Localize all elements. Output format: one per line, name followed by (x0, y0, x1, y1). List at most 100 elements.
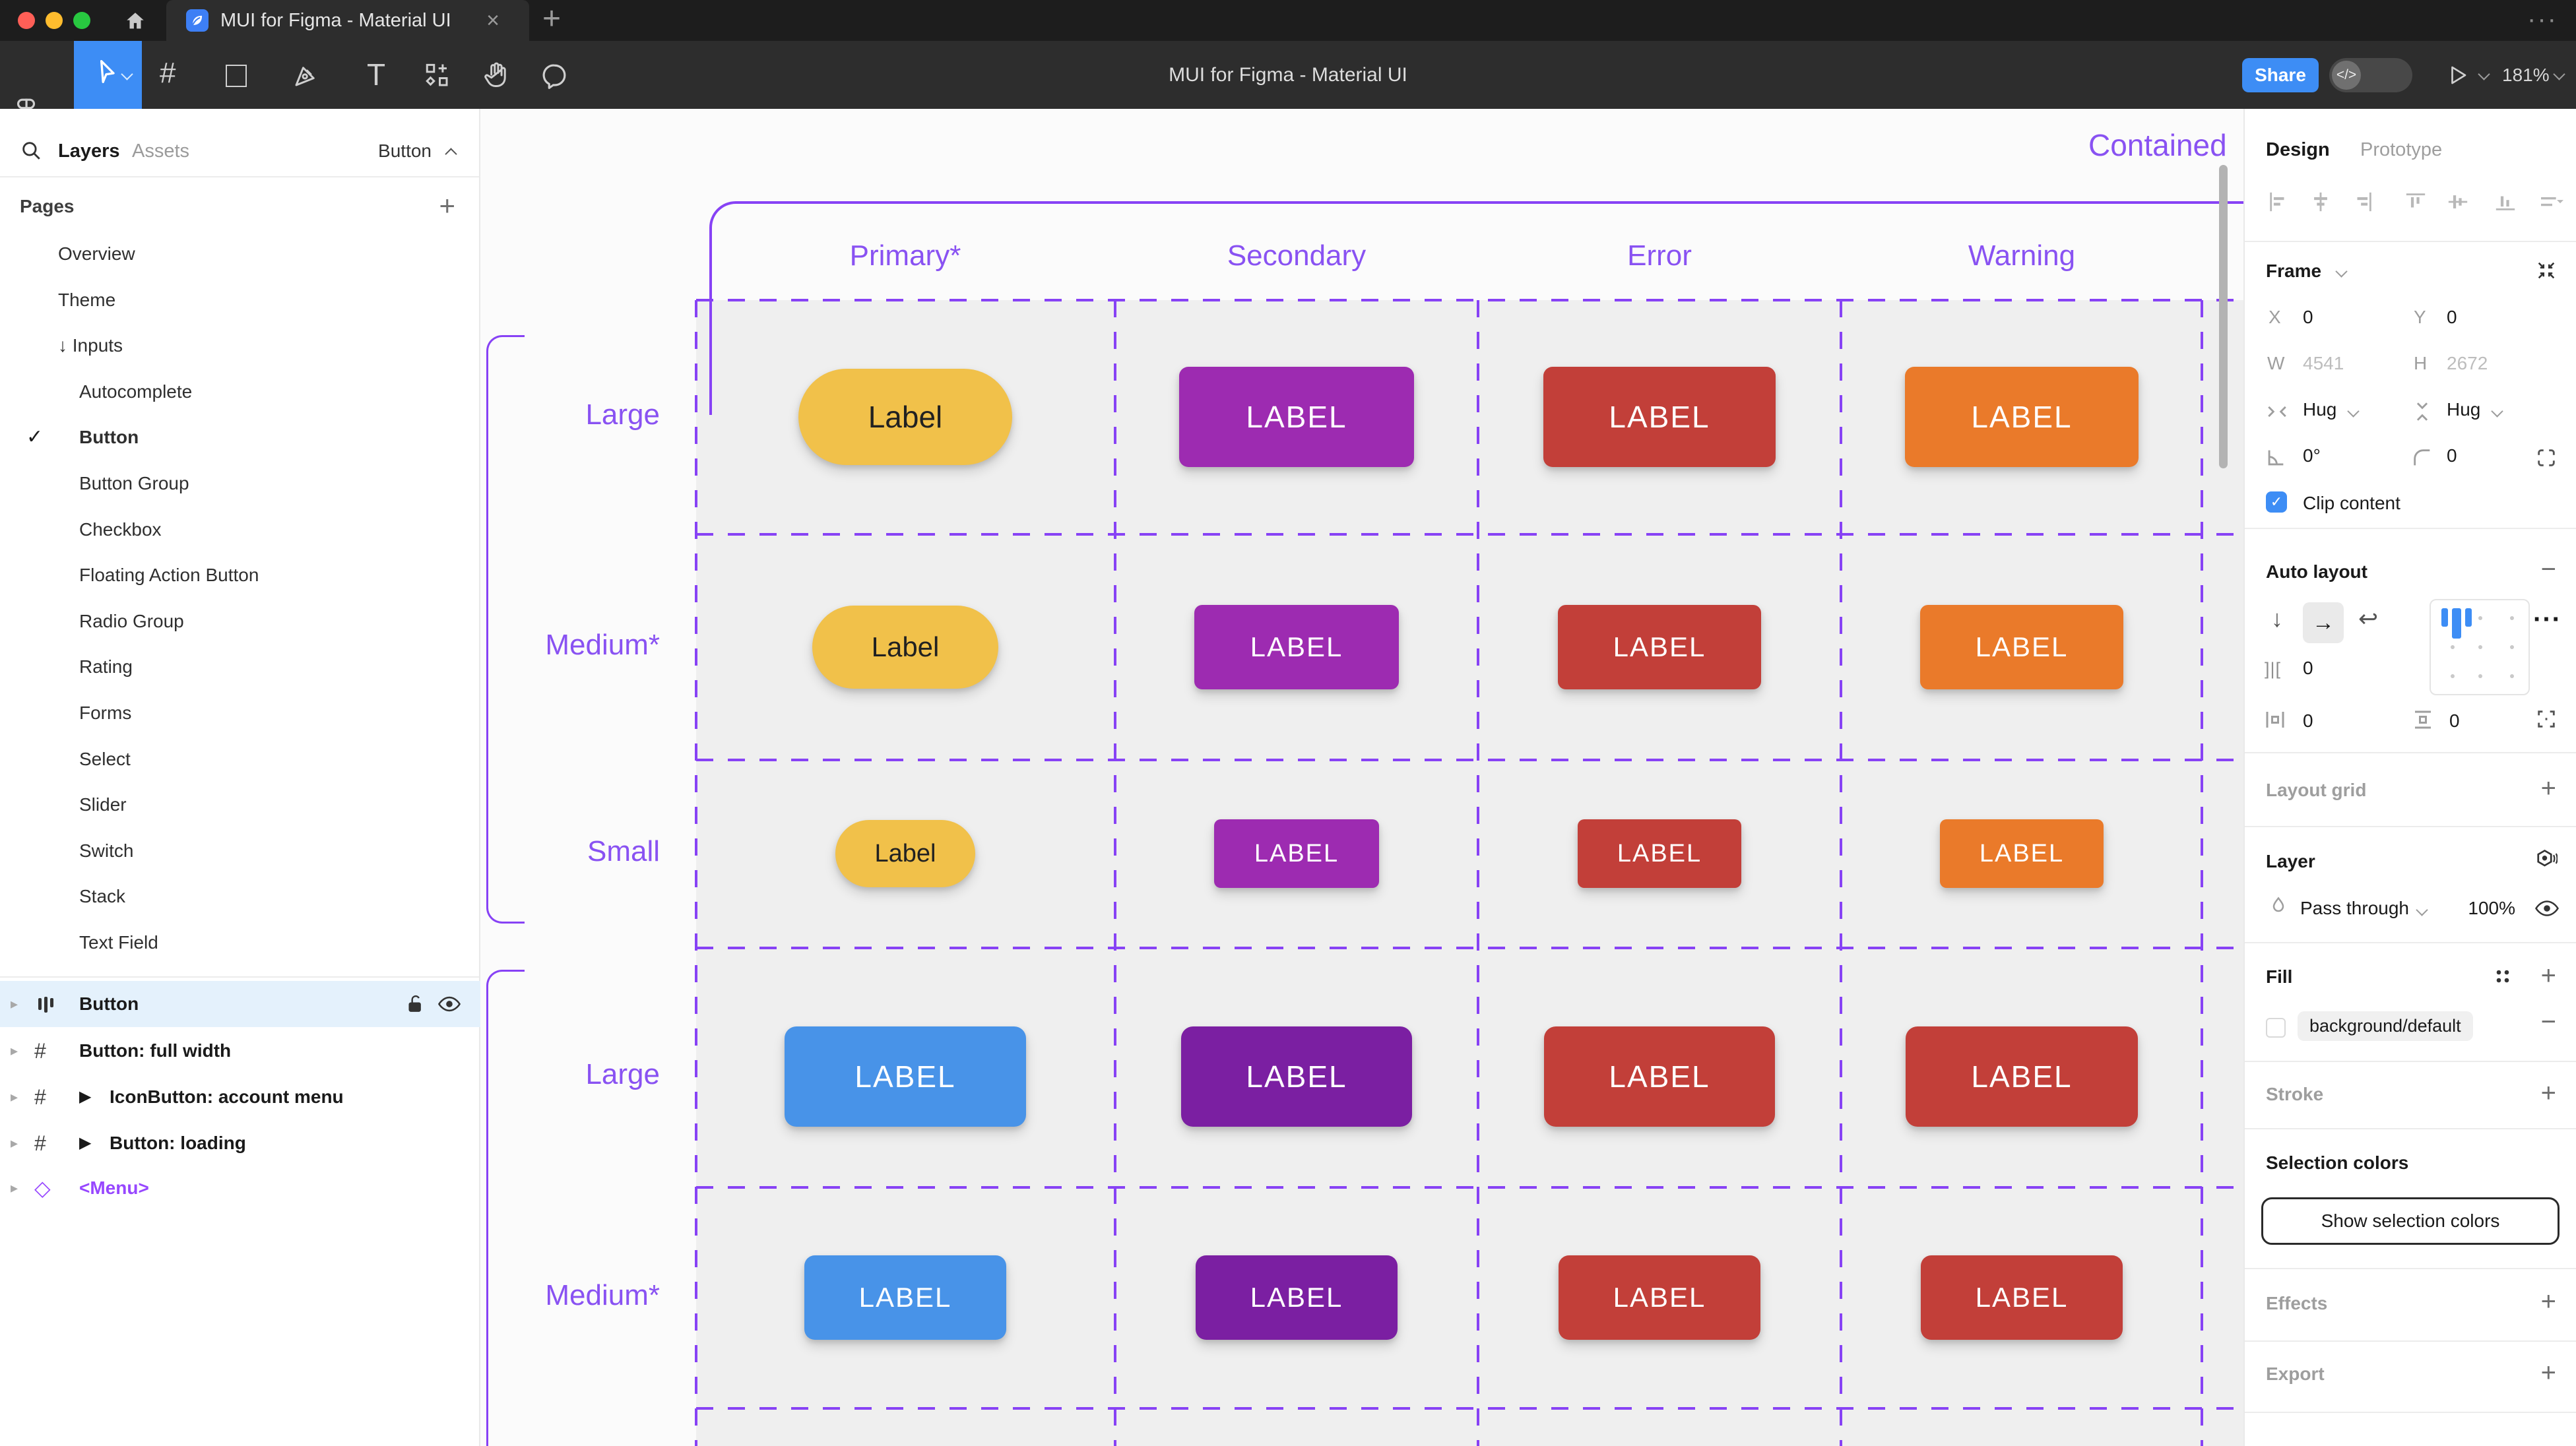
layer-row-button[interactable]: ▸ Button (0, 981, 480, 1027)
canvas-button[interactable]: LABEL (1544, 1026, 1775, 1127)
collapse-icon[interactable] (2535, 259, 2558, 282)
remove-fill-icon[interactable]: − (2540, 1007, 2556, 1036)
traffic-light-minimize[interactable] (46, 12, 63, 29)
traffic-light-close[interactable] (18, 12, 35, 29)
shape-tool-icon[interactable] (226, 65, 247, 87)
page-item-autocomplete[interactable]: Autocomplete (0, 369, 480, 415)
search-icon[interactable] (20, 139, 42, 162)
blend-mode-value[interactable]: Pass through (2300, 898, 2409, 918)
page-item-text-field[interactable]: Text Field (0, 920, 480, 966)
individual-padding-icon[interactable] (2535, 708, 2558, 730)
hug-horizontal-value[interactable]: Hug (2303, 399, 2337, 420)
blend-mask-icon[interactable] (2534, 848, 2558, 871)
page-item-slider[interactable]: Slider (0, 782, 480, 828)
canvas-button[interactable]: LABEL (1921, 1255, 2123, 1340)
add-effect-icon[interactable]: + (2540, 1287, 2556, 1316)
pen-tool-icon[interactable] (292, 62, 319, 90)
canvas-button[interactable]: Label (798, 369, 1012, 465)
canvas-button[interactable]: LABEL (1196, 1255, 1398, 1340)
canvas-button[interactable]: LABEL (1194, 605, 1399, 689)
h-value[interactable]: 2672 (2447, 353, 2488, 373)
page-item-select[interactable]: Select (0, 736, 480, 782)
comment-tool-icon[interactable] (541, 62, 569, 90)
page-item-inputs[interactable]: ↓ Inputs (0, 323, 480, 369)
window-overflow-icon[interactable]: ··· (2527, 5, 2558, 34)
tab-layers[interactable]: Layers (58, 141, 120, 162)
canvas-button[interactable]: Label (812, 606, 998, 689)
layout-direction-down-icon[interactable]: ↓ (2271, 605, 2283, 632)
share-button[interactable]: Share (2242, 58, 2319, 92)
frame-section-header[interactable]: Frame (2266, 261, 2322, 281)
expand-chevron-icon[interactable]: ▸ (11, 1135, 18, 1151)
add-fill-icon[interactable]: + (2540, 961, 2556, 990)
canvas-button[interactable]: LABEL (1559, 1255, 1760, 1340)
new-tab-icon[interactable]: + (542, 1, 562, 36)
layer-row-menu-instance[interactable]: ▸ ◇ <Menu> (0, 1165, 480, 1211)
home-icon[interactable] (124, 10, 146, 32)
scope-chevron-up-icon[interactable] (445, 148, 457, 160)
page-item-radio-group[interactable]: Radio Group (0, 598, 480, 644)
layer-opacity-value[interactable]: 100% (2468, 898, 2515, 918)
layout-direction-right-selected[interactable]: → (2303, 602, 2344, 643)
independent-corners-icon[interactable] (2535, 447, 2558, 469)
hug-vertical-value[interactable]: Hug (2447, 399, 2481, 420)
component-play-icon[interactable]: ▶ (79, 1088, 92, 1106)
actions-tool-icon[interactable] (424, 62, 451, 90)
page-item-stack[interactable]: Stack (0, 873, 480, 920)
add-export-icon[interactable]: + (2540, 1358, 2556, 1387)
page-item-floating-action-button[interactable]: Floating Action Button (0, 552, 480, 598)
align-vertical-center-icon[interactable] (2447, 191, 2469, 213)
move-tool-chevron-icon[interactable] (121, 68, 133, 80)
w-value[interactable]: 4541 (2303, 353, 2344, 373)
canvas-button[interactable]: LABEL (804, 1255, 1006, 1340)
layer-visibility-eye-icon[interactable] (2535, 899, 2559, 918)
align-right-icon[interactable] (2352, 191, 2374, 213)
canvas-scrollbar[interactable] (2219, 165, 2228, 468)
canvas-button[interactable]: LABEL (1181, 1026, 1412, 1127)
auto-layout-more-icon[interactable]: ··· (2533, 605, 2561, 634)
tab-assets[interactable]: Assets (132, 141, 190, 162)
page-item-rating[interactable]: Rating (0, 644, 480, 690)
tab-design[interactable]: Design (2266, 139, 2330, 160)
tab-close-icon[interactable]: × (486, 8, 499, 33)
clip-content-label[interactable]: Clip content (2303, 493, 2400, 513)
remove-auto-layout-icon[interactable]: − (2540, 555, 2556, 584)
expand-chevron-icon[interactable]: ▸ (11, 1179, 18, 1196)
distribute-menu-icon[interactable] (2539, 191, 2565, 213)
page-item-overview[interactable]: Overview (0, 231, 480, 277)
canvas-button[interactable]: LABEL (1906, 1026, 2138, 1127)
horizontal-padding-value[interactable]: 0 (2303, 710, 2313, 731)
hug-v-chevron-icon[interactable] (2491, 405, 2503, 418)
expand-chevron-icon[interactable]: ▸ (11, 1088, 18, 1105)
fill-style-chip[interactable]: background/default (2298, 1011, 2473, 1041)
add-layout-grid-icon[interactable]: + (2540, 774, 2556, 803)
vertical-padding-value[interactable]: 0 (2449, 710, 2460, 731)
text-tool-icon[interactable]: T (367, 57, 386, 92)
align-top-icon[interactable] (2404, 191, 2427, 213)
file-tab[interactable]: MUI for Figma - Material UI × (166, 0, 529, 41)
canvas-button[interactable]: LABEL (785, 1026, 1026, 1127)
expand-chevron-icon[interactable]: ▸ (11, 995, 18, 1012)
page-item-theme[interactable]: Theme (0, 277, 480, 323)
canvas-button[interactable]: LABEL (1543, 367, 1776, 467)
canvas-button[interactable]: LABEL (1558, 605, 1761, 689)
blend-mode-chevron-icon[interactable] (2416, 904, 2428, 916)
canvas-button[interactable]: LABEL (1214, 819, 1379, 888)
expand-chevron-icon[interactable]: ▸ (11, 1042, 18, 1059)
frame-tool-icon[interactable]: # (160, 57, 176, 89)
traffic-light-zoom[interactable] (73, 12, 90, 29)
align-horizontal-center-icon[interactable] (2309, 191, 2332, 213)
canvas-button[interactable]: LABEL (1940, 819, 2104, 888)
canvas-button[interactable]: LABEL (1578, 819, 1741, 888)
page-item-checkbox[interactable]: Checkbox (0, 507, 480, 553)
layer-row-button-full-width[interactable]: ▸ # Button: full width (0, 1028, 480, 1074)
align-bottom-icon[interactable] (2494, 191, 2517, 213)
tab-prototype[interactable]: Prototype (2360, 139, 2443, 160)
frame-chevron-icon[interactable] (2335, 265, 2348, 278)
zoom-level[interactable]: 181% (2502, 65, 2550, 85)
frame-title-label[interactable]: Contained (2088, 128, 2227, 162)
hand-tool-icon[interactable] (482, 61, 511, 90)
lock-open-icon[interactable] (405, 993, 426, 1015)
layer-row-button-loading[interactable]: ▸ # ▶ Button: loading (0, 1120, 480, 1166)
canvas-button[interactable]: LABEL (1920, 605, 2123, 689)
